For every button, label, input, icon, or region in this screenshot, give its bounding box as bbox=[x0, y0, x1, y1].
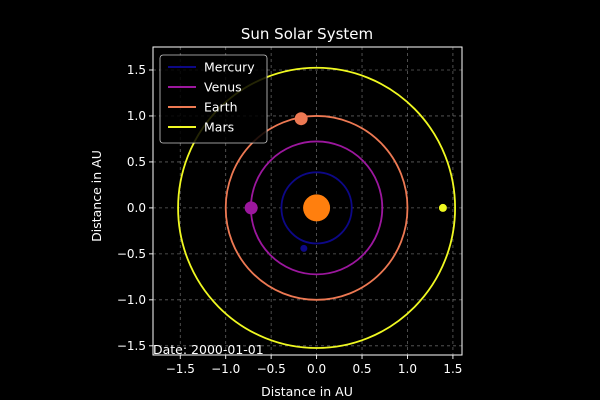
x-axis-label: Distance in AU bbox=[261, 384, 353, 399]
x-tick-label: −1.0 bbox=[211, 362, 240, 376]
legend-label-mars: Mars bbox=[204, 120, 234, 135]
y-tick-label: −1.0 bbox=[117, 293, 146, 307]
mercury-marker bbox=[300, 244, 308, 252]
legend: Mercury Venus Earth Mars bbox=[159, 54, 268, 144]
x-tick-label: −0.5 bbox=[257, 362, 286, 376]
y-axis-label: Distance in AU bbox=[89, 150, 104, 242]
chart-title: Sun Solar System bbox=[241, 25, 373, 43]
axes-frame bbox=[152, 46, 463, 356]
legend-label-venus: Venus bbox=[204, 80, 242, 95]
y-tick-label: 1.0 bbox=[127, 109, 146, 123]
y-tick-label: −0.5 bbox=[117, 247, 146, 261]
y-tick-label: −1.5 bbox=[117, 339, 146, 353]
earth-marker bbox=[294, 112, 308, 126]
y-tick-label: 0.0 bbox=[127, 201, 146, 215]
mars-marker bbox=[438, 203, 447, 212]
date-label: Date: 2000-01-01 bbox=[153, 342, 264, 357]
x-tick-label: 1.5 bbox=[443, 362, 462, 376]
y-axis-ticks: −1.5 −1.0 −0.5 0.0 0.5 1.0 1.5 bbox=[117, 63, 153, 353]
legend-label-mercury: Mercury bbox=[204, 60, 255, 75]
legend-box bbox=[159, 54, 268, 144]
venus-marker bbox=[244, 201, 258, 215]
earth-orbit bbox=[224, 115, 409, 301]
y-tick-label: 1.5 bbox=[127, 63, 146, 77]
celestial-bodies bbox=[244, 112, 447, 252]
mars-orbit bbox=[177, 66, 456, 349]
sun-marker bbox=[303, 194, 331, 222]
x-tick-label: 1.0 bbox=[398, 362, 417, 376]
x-tick-label: −1.5 bbox=[166, 362, 195, 376]
legend-label-earth: Earth bbox=[204, 100, 238, 115]
y-tick-label: 0.5 bbox=[127, 155, 146, 169]
x-axis-ticks: −1.5 −1.0 −0.5 0.0 0.5 1.0 1.5 bbox=[166, 355, 462, 376]
mercury-orbit bbox=[280, 171, 353, 245]
x-tick-label: 0.0 bbox=[307, 362, 326, 376]
x-tick-label: 0.5 bbox=[352, 362, 371, 376]
